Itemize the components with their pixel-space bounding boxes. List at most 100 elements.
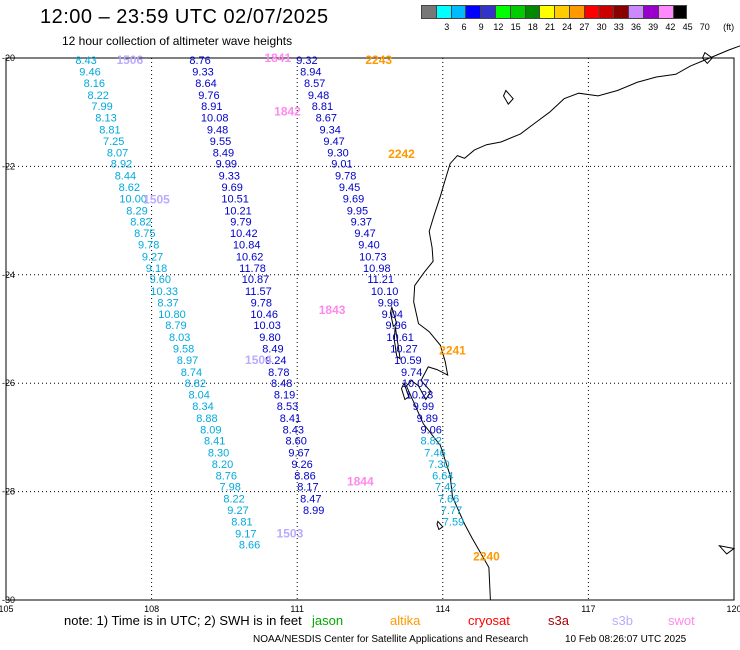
- colorbar-label: 33: [613, 22, 624, 32]
- wave-height-value: 9.89: [417, 413, 438, 425]
- colorbar-label: 36: [630, 22, 642, 32]
- colorbar-label: 70: [699, 22, 710, 32]
- wave-height-value: 9.24: [265, 355, 286, 367]
- colorbar-swatch: [598, 5, 614, 19]
- colorbar-label: 9: [478, 22, 484, 32]
- lon-tick-label: 108: [144, 604, 159, 614]
- wave-height-value: 8.76: [189, 55, 210, 67]
- colorbar-swatch: [657, 5, 673, 19]
- wave-height-value: 8.92: [111, 159, 132, 171]
- wave-height-value: 9.46: [79, 67, 100, 79]
- colorbar-labels: 3 6 9 12 15 18 21 24 27 30 33 36 39 42 45 70 (ft): [421, 22, 734, 34]
- colorbar-swatch: [583, 5, 599, 19]
- colorbar-swatch: [613, 5, 629, 19]
- colorbar-swatch: [628, 5, 643, 19]
- wave-height-value: 9.69: [343, 193, 364, 205]
- wave-height-value: 9.27: [227, 505, 248, 517]
- map-title: 12:00 – 23:59 UTC 02/07/2025: [40, 6, 329, 28]
- wave-height-value: 8.81: [99, 125, 120, 137]
- wave-height-value: 10.33: [150, 286, 178, 298]
- wave-height-value: 10.07: [402, 378, 430, 390]
- legend-item-s3b: s3b: [612, 613, 633, 628]
- pass-time-labels: 1506 1505 1504 1503 1841 1842 1843 1844 2243 2242…: [116, 51, 500, 564]
- wave-height-value: 8.75: [134, 228, 155, 240]
- wave-height-value: 9.32: [296, 55, 317, 67]
- wave-height-value: 9.04: [382, 309, 403, 321]
- wave-height-value: 10.23: [406, 390, 434, 402]
- wave-height-value: 6.64: [432, 470, 453, 482]
- wave-height-value: 9.95: [347, 205, 368, 217]
- colorbar-swatch: [524, 5, 540, 19]
- island-outline: [436, 520, 444, 531]
- wave-height-value: 9.58: [173, 344, 194, 356]
- wave-height-value: 8.57: [304, 78, 325, 90]
- pass-time-label: 2240: [473, 550, 500, 564]
- colorbar: [421, 5, 688, 19]
- wave-height-value: 9.33: [192, 67, 213, 79]
- lon-tick-label: 120: [726, 604, 740, 614]
- colorbar-label: 45: [682, 22, 693, 32]
- wave-height-value: 8.09: [200, 424, 221, 436]
- pass-time-label: 2241: [439, 344, 466, 358]
- colorbar-label: 15: [510, 22, 521, 32]
- map-border: [5, 57, 735, 601]
- wave-height-value: 8.64: [195, 78, 216, 90]
- pass-time-label: 1506: [116, 53, 143, 67]
- colorbar-label: 42: [665, 22, 676, 32]
- wave-height-value: 10.00: [119, 193, 147, 205]
- island-outline: [393, 326, 401, 360]
- lat-tick-label: -26: [2, 378, 15, 388]
- wave-height-value: 8.60: [285, 436, 306, 448]
- wave-height-value: 9.96: [385, 320, 406, 332]
- pass-time-label: 1842: [274, 105, 301, 119]
- wave-height-value: 8.53: [277, 401, 298, 413]
- wave-height-value: 8.76: [216, 470, 237, 482]
- legend-item-cryosat: cryosat: [468, 613, 510, 628]
- wave-height-value: 7.77: [441, 505, 462, 517]
- colorbar-swatch: [554, 5, 569, 19]
- wave-height-value: 9.69: [221, 182, 242, 194]
- wave-height-value: 8.62: [119, 182, 140, 194]
- colorbar-label: 30: [596, 22, 607, 32]
- wave-height-value: 8.41: [280, 413, 301, 425]
- wave-height-marks: 8.439.468.168.227.998.138.817.258.078.92…: [75, 55, 464, 552]
- wave-height-value: 9.34: [319, 125, 340, 137]
- wave-height-value: 8.94: [300, 67, 321, 79]
- wave-height-value: 10.84: [233, 239, 261, 251]
- colorbar-swatch: [568, 5, 584, 19]
- wave-height-value: 9.74: [401, 367, 422, 379]
- wave-height-value: 11.57: [245, 286, 272, 298]
- wave-height-value: 8.41: [204, 436, 225, 448]
- lat-tick-label: -20: [2, 53, 15, 63]
- mainland-coastline: [405, 45, 740, 601]
- wave-height-value: 8.97: [177, 355, 198, 367]
- wave-height-value: 9.47: [354, 228, 375, 240]
- island-outline: [701, 51, 713, 65]
- colorbar-swatch: [450, 5, 466, 19]
- wave-height-value: 10.80: [158, 309, 186, 321]
- legend-item-s3a: s3a: [548, 613, 569, 628]
- wave-height-value: 9.18: [146, 263, 167, 275]
- lat-tick-label: -30: [2, 595, 15, 605]
- wave-height-value: 9.55: [210, 136, 231, 148]
- colorbar-swatch: [421, 5, 436, 19]
- wave-height-value: 9.99: [216, 159, 237, 171]
- wave-height-value: 8.07: [107, 147, 128, 159]
- wave-height-value: 8.19: [274, 390, 295, 402]
- island-outline: [718, 545, 736, 555]
- wave-height-value: 9.48: [308, 90, 329, 102]
- wave-height-value: 9.76: [198, 90, 219, 102]
- wave-height-value: 10.59: [394, 355, 422, 367]
- wave-height-value: 9.78: [138, 239, 159, 251]
- colorbar-swatch: [494, 5, 510, 19]
- wave-height-value: 9.01: [331, 159, 352, 171]
- map-subtitle: 12 hour collection of altimeter wave hei…: [62, 34, 293, 48]
- island-outline: [389, 305, 398, 328]
- pass-time-label: 2243: [365, 53, 392, 67]
- colorbar-label: 39: [648, 22, 659, 32]
- wave-height-value: 10.21: [224, 205, 252, 217]
- wave-height-value: 8.47: [300, 494, 321, 506]
- island-outline: [400, 381, 410, 401]
- wave-height-value: 9.80: [259, 332, 280, 344]
- wave-height-value: 7.99: [91, 101, 112, 113]
